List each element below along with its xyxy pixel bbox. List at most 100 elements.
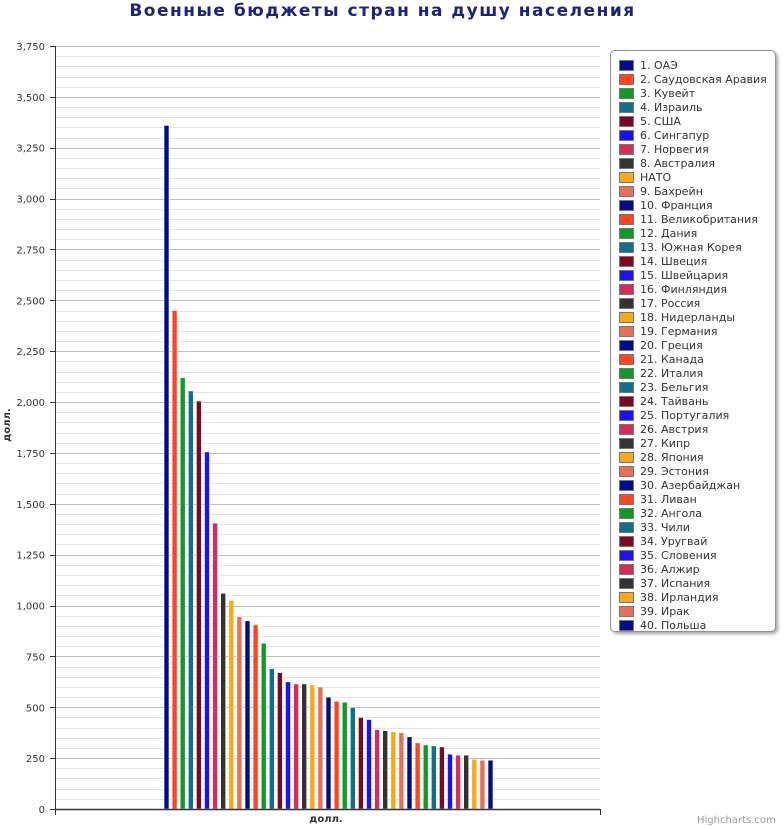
legend-item[interactable]: 27. Кипр <box>619 436 690 450</box>
bar[interactable] <box>228 600 235 810</box>
bar[interactable] <box>463 754 470 810</box>
legend-item[interactable]: 8. Австралия <box>619 156 715 170</box>
legend-label: 27. Кипр <box>640 436 691 450</box>
legend-item[interactable]: 22. Италия <box>619 366 703 380</box>
legend-item[interactable]: 40. Польша <box>619 618 706 632</box>
legend-item[interactable]: 2. Саудовская Аравия <box>619 72 767 86</box>
legend-swatch <box>619 465 634 477</box>
legend-item[interactable]: 24. Тайвань <box>619 394 709 408</box>
legend-item[interactable]: 20. Греция <box>619 338 703 352</box>
bar[interactable] <box>171 310 178 810</box>
legend-item[interactable]: 16. Финляндия <box>619 282 727 296</box>
bar[interactable] <box>374 729 380 810</box>
legend-item[interactable]: 25. Португалия <box>619 408 729 422</box>
legend-item[interactable]: 10. Франция <box>619 198 713 212</box>
bar[interactable] <box>244 620 251 810</box>
legend-item[interactable]: 29. Эстония <box>619 464 709 478</box>
legend-item[interactable]: 35. Словения <box>619 548 717 562</box>
legend-label: 33. Чили <box>640 520 690 534</box>
legend-item[interactable]: 4. Израиль <box>619 100 702 114</box>
legend-item[interactable]: 5. США <box>619 114 681 128</box>
credits-text[interactable]: Highcharts.com <box>697 815 776 826</box>
bar[interactable] <box>309 684 316 810</box>
legend-item[interactable]: 28. Япония <box>619 450 704 464</box>
bar[interactable] <box>252 624 259 810</box>
legend-item[interactable]: НАТО <box>619 170 671 184</box>
legend-swatch <box>619 311 634 323</box>
bar[interactable] <box>398 732 405 810</box>
bar[interactable] <box>479 759 486 810</box>
legend-swatch <box>619 437 634 449</box>
bar[interactable] <box>390 731 397 810</box>
bar[interactable] <box>341 701 348 810</box>
bar[interactable] <box>366 719 372 810</box>
legend-item[interactable]: 17. Россия <box>619 296 700 310</box>
bar[interactable] <box>487 759 494 810</box>
legend-label: 14. Швеция <box>640 254 708 268</box>
bar[interactable] <box>439 746 445 810</box>
legend-item[interactable]: 26. Австрия <box>619 422 708 436</box>
bar[interactable] <box>471 758 478 810</box>
legend-item[interactable]: 11. Великобритания <box>619 212 758 226</box>
bar[interactable] <box>268 668 275 810</box>
legend-item[interactable]: 1. ОАЭ <box>619 58 678 72</box>
legend-item[interactable]: 38. Ирландия <box>619 590 719 604</box>
legend-item[interactable]: 34. Уругвай <box>619 534 707 548</box>
bar[interactable] <box>414 742 421 810</box>
bar[interactable] <box>260 642 267 810</box>
legend-label: 18. Нидерланды <box>640 310 736 324</box>
bar[interactable] <box>163 125 170 810</box>
bar[interactable] <box>349 706 356 810</box>
bar[interactable] <box>301 683 308 810</box>
y-tick-label: 3,250 <box>16 144 45 155</box>
legend-swatch <box>619 227 634 239</box>
legend-swatch <box>619 591 634 603</box>
bar[interactable] <box>317 686 324 810</box>
legend-item[interactable]: 30. Азербайджан <box>619 478 740 492</box>
bar[interactable] <box>430 745 437 810</box>
legend-item[interactable]: 3. Кувейт <box>619 86 695 100</box>
bar[interactable] <box>455 754 461 810</box>
legend-item[interactable]: 13. Южная Корея <box>619 240 742 254</box>
bar[interactable] <box>325 696 332 810</box>
legend-item[interactable]: 18. Нидерланды <box>619 310 735 324</box>
bar[interactable] <box>293 683 299 810</box>
legend-item[interactable]: 12. Дания <box>619 226 697 240</box>
bar[interactable] <box>220 592 226 810</box>
legend-item[interactable]: 15. Швейцария <box>619 268 728 282</box>
bar[interactable] <box>358 717 364 810</box>
bar[interactable] <box>447 753 453 810</box>
bar[interactable] <box>285 681 291 810</box>
legend-item[interactable]: 7. Норвегия <box>619 142 709 156</box>
legend-item[interactable]: 14. Швеция <box>619 254 707 268</box>
bar[interactable] <box>382 730 389 810</box>
legend-item[interactable]: 23. Бельгия <box>619 380 708 394</box>
legend-item[interactable]: 36. Алжир <box>619 562 700 576</box>
legend-item[interactable]: 19. Германия <box>619 324 717 338</box>
legend-swatch <box>619 353 634 365</box>
legend-label: 28. Япония <box>640 450 704 464</box>
bar[interactable] <box>236 616 243 810</box>
legend-item[interactable]: 21. Канада <box>619 352 704 366</box>
legend-item[interactable]: 6. Сингапур <box>619 128 709 142</box>
legend-item[interactable]: 31. Ливан <box>619 492 697 506</box>
bar[interactable] <box>277 672 283 810</box>
bar[interactable] <box>212 522 218 810</box>
bar[interactable] <box>406 736 413 810</box>
legend-item[interactable]: 9. Бахрейн <box>619 184 703 198</box>
legend-item[interactable]: 33. Чили <box>619 520 690 534</box>
legend-label: 8. Австралия <box>640 156 715 170</box>
legend-item[interactable]: 32. Ангола <box>619 506 702 520</box>
legend-item[interactable]: 37. Испания <box>619 576 710 590</box>
x-axis-label: долл. <box>309 814 342 825</box>
bar[interactable] <box>196 400 202 810</box>
bar[interactable] <box>422 744 429 810</box>
y-tick-label: 3,500 <box>16 93 45 104</box>
legend-item[interactable]: 39. Ирак <box>619 604 690 618</box>
legend-swatch <box>619 213 634 225</box>
bar[interactable] <box>204 451 210 810</box>
bar[interactable] <box>333 700 340 810</box>
bar[interactable] <box>179 377 186 810</box>
bar[interactable] <box>188 390 194 810</box>
